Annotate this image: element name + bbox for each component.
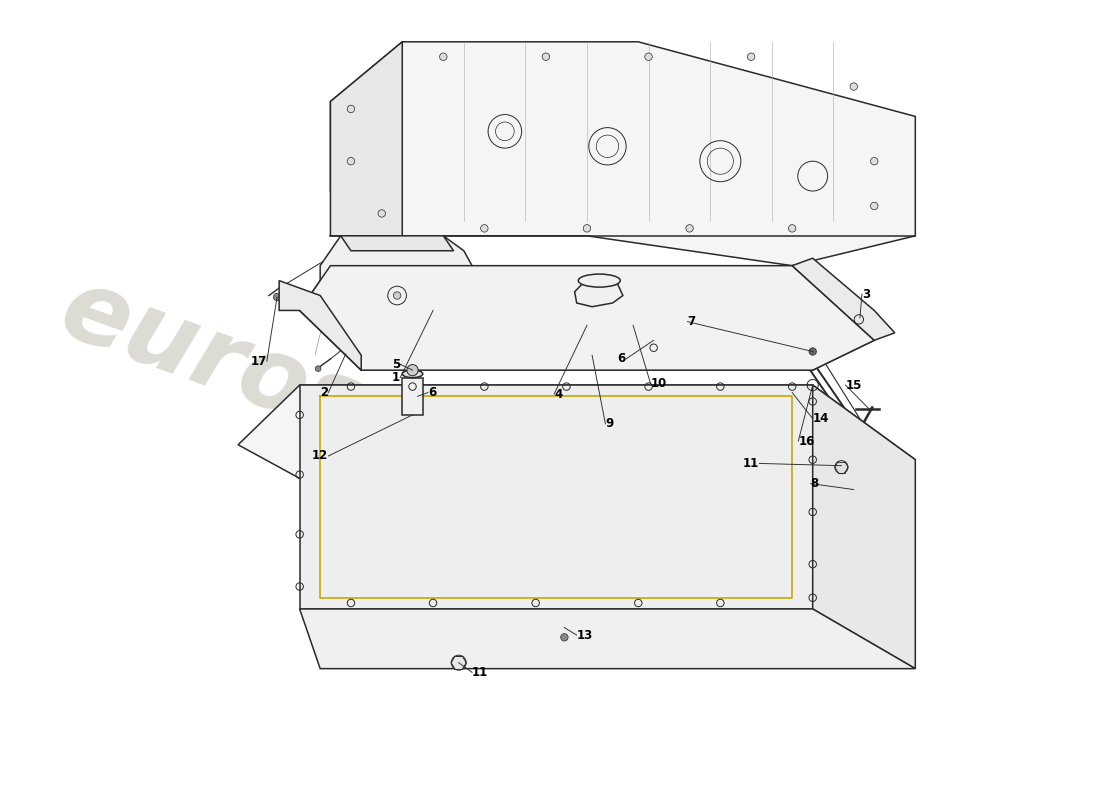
Text: 11: 11 bbox=[744, 457, 759, 470]
Text: 3: 3 bbox=[862, 287, 870, 301]
Circle shape bbox=[870, 158, 878, 165]
Circle shape bbox=[378, 210, 385, 217]
Text: 4: 4 bbox=[554, 387, 562, 401]
Polygon shape bbox=[341, 295, 443, 348]
Text: 17: 17 bbox=[251, 354, 267, 368]
Text: a passion for parts since 1985: a passion for parts since 1985 bbox=[302, 479, 707, 649]
Circle shape bbox=[747, 53, 755, 61]
Polygon shape bbox=[299, 609, 915, 669]
Circle shape bbox=[381, 278, 414, 312]
Circle shape bbox=[808, 348, 816, 355]
Circle shape bbox=[583, 225, 591, 232]
Text: 6: 6 bbox=[618, 353, 626, 366]
Polygon shape bbox=[320, 236, 484, 340]
Circle shape bbox=[561, 634, 568, 641]
Circle shape bbox=[835, 461, 848, 474]
Text: 6: 6 bbox=[428, 386, 437, 399]
Circle shape bbox=[542, 53, 550, 61]
Text: 9: 9 bbox=[605, 418, 614, 430]
Polygon shape bbox=[279, 281, 361, 370]
Ellipse shape bbox=[579, 274, 620, 287]
Circle shape bbox=[451, 655, 466, 670]
Polygon shape bbox=[330, 42, 403, 236]
Text: 5: 5 bbox=[392, 358, 400, 370]
Polygon shape bbox=[330, 42, 915, 266]
Text: 16: 16 bbox=[799, 434, 815, 447]
Text: 13: 13 bbox=[576, 629, 593, 642]
Text: eurospares: eurospares bbox=[47, 261, 675, 569]
Polygon shape bbox=[299, 266, 875, 370]
Polygon shape bbox=[403, 378, 422, 415]
Polygon shape bbox=[341, 236, 453, 250]
Circle shape bbox=[481, 225, 488, 232]
Polygon shape bbox=[238, 385, 915, 490]
Ellipse shape bbox=[403, 370, 422, 378]
Text: 14: 14 bbox=[813, 412, 829, 425]
Circle shape bbox=[316, 366, 321, 371]
Polygon shape bbox=[299, 385, 813, 609]
Circle shape bbox=[348, 158, 354, 165]
Text: 8: 8 bbox=[811, 477, 818, 490]
Polygon shape bbox=[813, 385, 915, 669]
Text: 7: 7 bbox=[688, 315, 695, 328]
Circle shape bbox=[394, 292, 400, 299]
Circle shape bbox=[348, 106, 354, 113]
Text: 11: 11 bbox=[472, 666, 488, 679]
Text: 2: 2 bbox=[320, 386, 329, 399]
Text: 1: 1 bbox=[392, 371, 400, 384]
Polygon shape bbox=[792, 258, 894, 340]
Text: 15: 15 bbox=[846, 378, 862, 391]
Text: 10: 10 bbox=[650, 377, 667, 390]
Circle shape bbox=[870, 202, 878, 210]
Circle shape bbox=[645, 53, 652, 61]
Text: 12: 12 bbox=[312, 450, 329, 462]
Circle shape bbox=[273, 294, 280, 301]
Circle shape bbox=[407, 365, 418, 376]
Circle shape bbox=[789, 225, 796, 232]
Circle shape bbox=[440, 53, 447, 61]
Circle shape bbox=[685, 225, 693, 232]
Circle shape bbox=[850, 83, 858, 90]
Polygon shape bbox=[574, 284, 623, 306]
